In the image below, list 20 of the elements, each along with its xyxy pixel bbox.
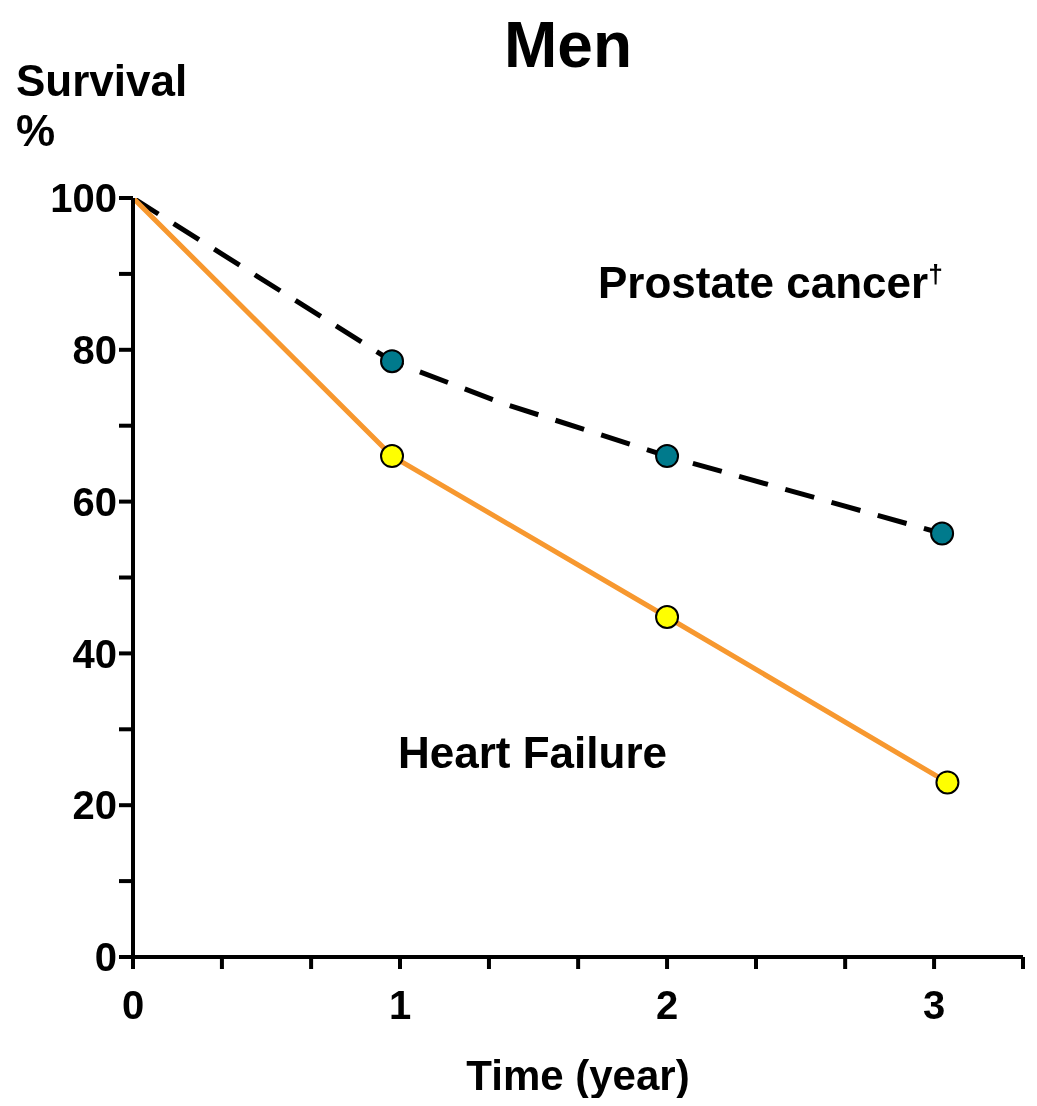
y-tick-label: 80 bbox=[72, 328, 117, 372]
y-tick-label: 40 bbox=[72, 631, 117, 676]
point bbox=[930, 521, 955, 546]
text: Heart Failure bbox=[398, 728, 667, 777]
x-tick-label: 2 bbox=[655, 983, 679, 1028]
y-tick-label: 20 bbox=[72, 783, 117, 828]
y-axis-title: Survival % bbox=[16, 56, 188, 156]
point bbox=[935, 770, 960, 795]
x-tick-label: 0 bbox=[121, 983, 145, 1028]
text: Prostate cancer$^{†}$ bbox=[598, 258, 943, 307]
x-tick-label: 3 bbox=[922, 983, 946, 1028]
point bbox=[380, 444, 405, 469]
point bbox=[655, 604, 680, 629]
point bbox=[380, 349, 405, 374]
point bbox=[655, 444, 680, 469]
y-tick-label: 0 bbox=[94, 935, 117, 980]
y-tick-label: 100 bbox=[50, 176, 117, 221]
x-tick-label: 1 bbox=[388, 983, 412, 1028]
chart-title: Men bbox=[504, 9, 632, 81]
y-tick-label: 60 bbox=[72, 479, 117, 524]
